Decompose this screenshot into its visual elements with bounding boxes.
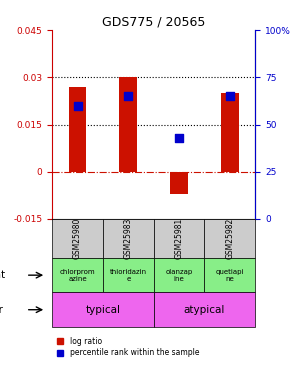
Text: thioridazin
e: thioridazin e xyxy=(110,268,147,282)
Bar xyxy=(103,219,154,258)
Text: GSM25982: GSM25982 xyxy=(225,218,234,259)
Bar xyxy=(52,219,103,258)
Bar xyxy=(103,258,154,292)
Legend: log ratio, percentile rank within the sample: log ratio, percentile rank within the sa… xyxy=(56,337,199,357)
Point xyxy=(75,103,80,109)
Text: atypical: atypical xyxy=(184,305,225,315)
Bar xyxy=(52,292,154,327)
Text: quetiapi
ne: quetiapi ne xyxy=(215,268,244,282)
Text: other: other xyxy=(0,305,3,315)
Text: GSM25983: GSM25983 xyxy=(124,218,133,259)
Point xyxy=(227,93,232,99)
Bar xyxy=(52,258,103,292)
Bar xyxy=(170,172,188,194)
Text: agent: agent xyxy=(0,270,5,280)
Bar xyxy=(204,219,255,258)
Text: GSM25980: GSM25980 xyxy=(73,218,82,259)
Point xyxy=(126,93,130,99)
Bar xyxy=(154,292,255,327)
Bar xyxy=(221,93,239,172)
Bar xyxy=(154,219,204,258)
Text: olanzap
ine: olanzap ine xyxy=(166,268,193,282)
Bar xyxy=(119,77,137,172)
Text: typical: typical xyxy=(86,305,120,315)
Text: chlorprom
azine: chlorprom azine xyxy=(60,268,95,282)
Title: GDS775 / 20565: GDS775 / 20565 xyxy=(102,16,205,29)
Point xyxy=(177,135,182,141)
Text: GSM25981: GSM25981 xyxy=(175,218,184,259)
Bar xyxy=(204,258,255,292)
Bar xyxy=(154,258,204,292)
Bar xyxy=(69,87,86,172)
